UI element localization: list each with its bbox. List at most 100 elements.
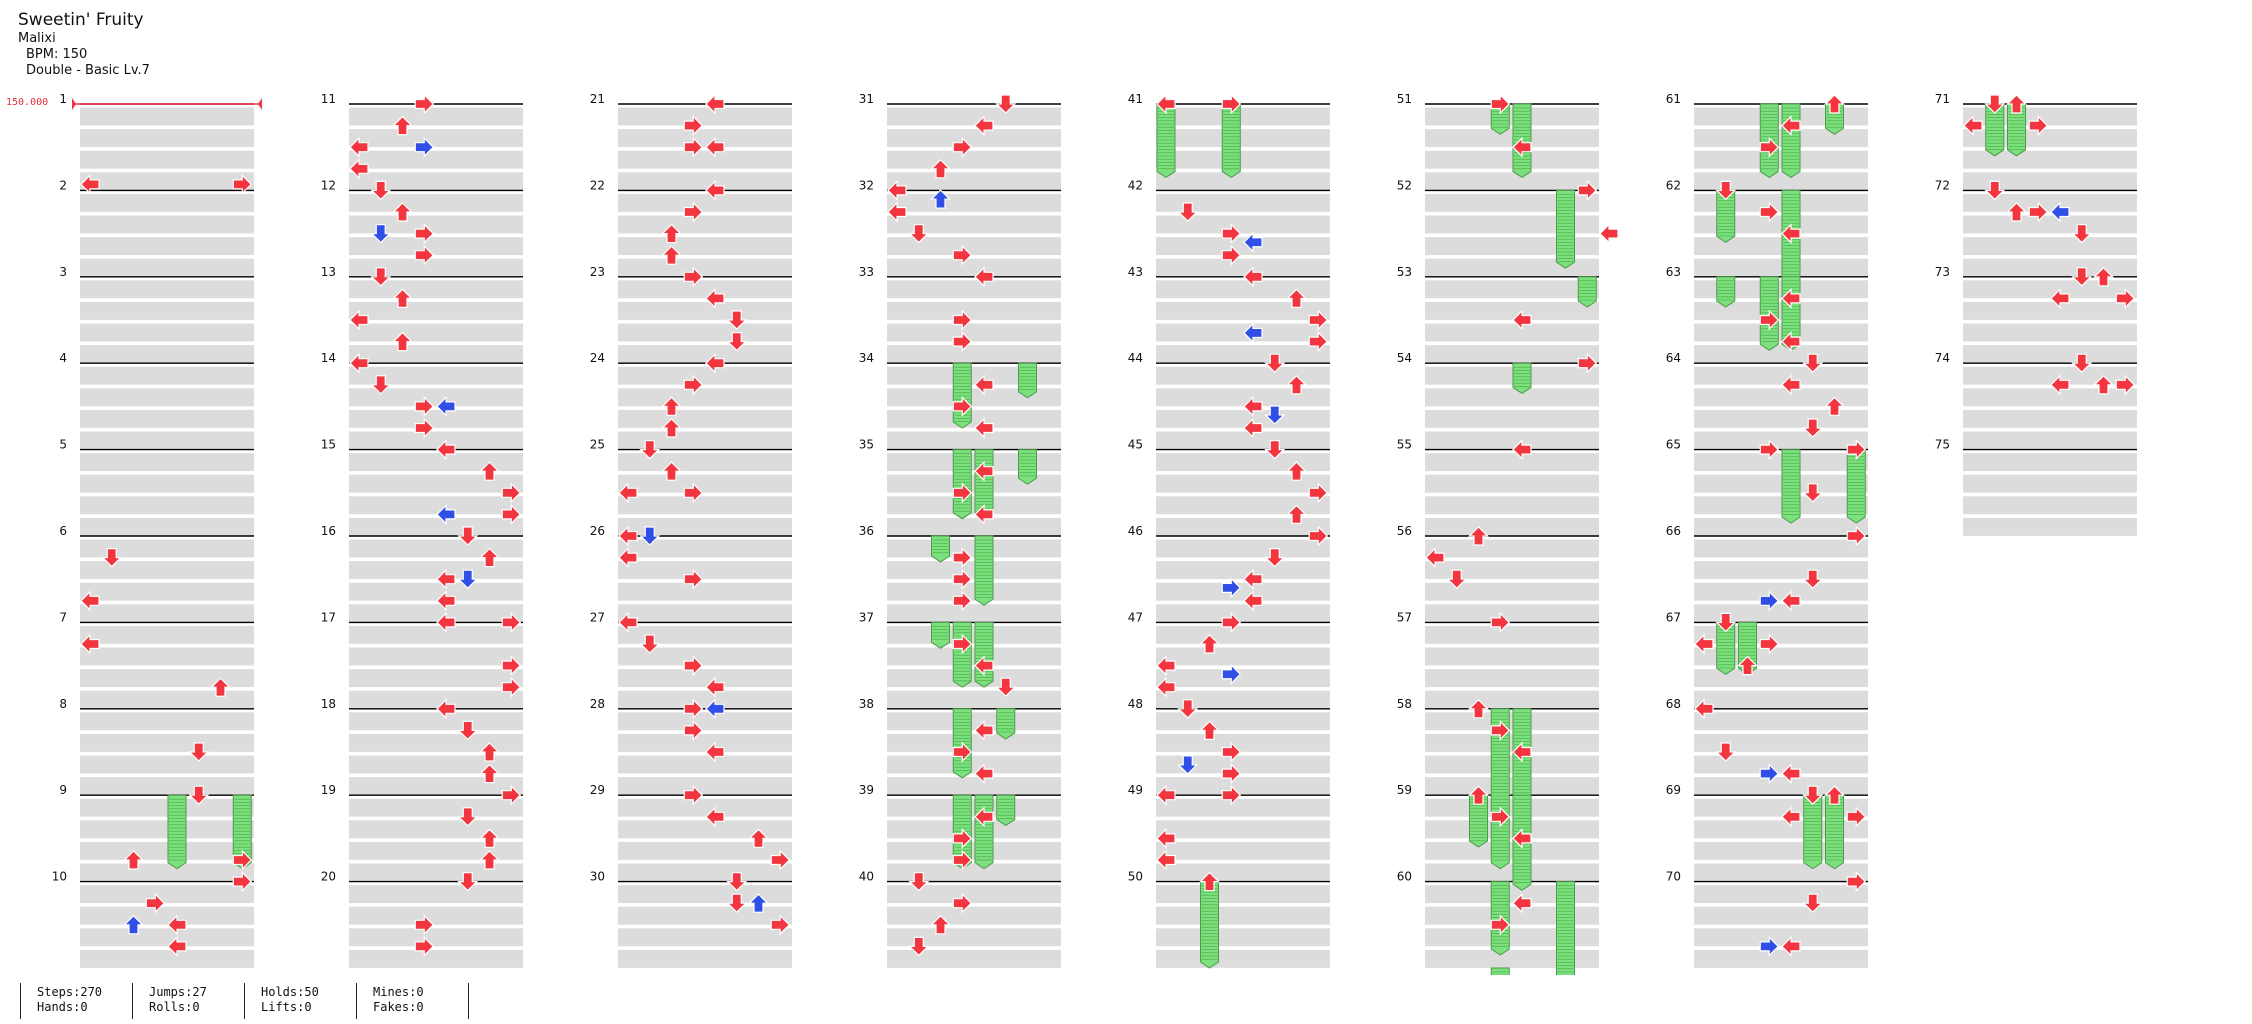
beat-band xyxy=(618,172,792,191)
beat-band xyxy=(618,496,792,515)
measure-number: 14 xyxy=(321,351,336,365)
beat-band xyxy=(1694,690,1868,709)
step-arrow xyxy=(501,611,522,633)
step-arrow xyxy=(1802,569,1824,590)
measure-number: 69 xyxy=(1666,783,1681,797)
beat-band xyxy=(1694,129,1868,148)
measure-number: 65 xyxy=(1666,438,1681,452)
step-arrow xyxy=(479,828,500,849)
measure-9: 9 xyxy=(59,783,254,882)
beat-band xyxy=(1694,604,1868,623)
beat-band xyxy=(887,193,1061,212)
measure-46: 46 xyxy=(1128,524,1330,623)
step-arrow xyxy=(683,655,704,677)
beat-band xyxy=(1425,193,1599,212)
beat-band xyxy=(618,129,792,148)
measure-74: 74 xyxy=(1935,351,2137,450)
stat-holds: Holds:50 xyxy=(261,985,319,999)
measure-36: 36 xyxy=(859,524,1061,623)
measure-number: 52 xyxy=(1397,178,1412,192)
measure-number: 34 xyxy=(859,351,874,365)
song-bpm: BPM: 150 xyxy=(26,47,88,62)
step-arrow xyxy=(618,525,638,547)
beat-band xyxy=(80,215,254,234)
step-arrow xyxy=(952,633,973,655)
beat-band xyxy=(1694,755,1868,774)
beat-band xyxy=(1156,345,1330,364)
measure-67: 67 xyxy=(1666,610,1868,709)
beat-band xyxy=(618,928,792,947)
beat-band xyxy=(1156,107,1330,126)
step-arrow xyxy=(1308,331,1329,353)
step-arrow xyxy=(974,115,994,137)
beat-band xyxy=(1425,841,1599,860)
beat-band xyxy=(1694,928,1868,947)
beat-band xyxy=(1694,906,1868,925)
measure-64: 64 xyxy=(1666,351,1868,450)
beat-band xyxy=(1425,863,1599,882)
step-arrow xyxy=(1512,741,1532,763)
hold-note xyxy=(1018,449,1037,485)
beat-band xyxy=(1425,669,1599,688)
measure-18: 18 xyxy=(321,697,523,796)
step-arrow xyxy=(1221,223,1242,245)
hold-note xyxy=(1490,967,1510,975)
step-arrow xyxy=(2006,202,2027,222)
beat-band xyxy=(80,193,254,212)
beat-band xyxy=(618,712,792,731)
measure-number: 53 xyxy=(1397,265,1412,279)
measure-25: 25 xyxy=(590,438,792,536)
beat-band xyxy=(1156,129,1330,148)
step-arrow xyxy=(1781,331,1801,353)
step-arrow xyxy=(1308,309,1329,331)
beat-band xyxy=(887,561,1061,580)
beat-band xyxy=(887,409,1061,428)
measure-number: 2 xyxy=(59,178,67,192)
beat-band xyxy=(1425,280,1599,299)
step-arrow xyxy=(2071,267,2093,287)
measure-number: 64 xyxy=(1666,351,1681,365)
step-arrow xyxy=(1221,93,1242,115)
measure-number: 71 xyxy=(1935,92,1950,106)
step-arrow xyxy=(952,547,973,569)
hold-note xyxy=(1200,881,1219,969)
stat-steps-group: Steps:270 Hands:0 xyxy=(21,983,133,1019)
beat-band xyxy=(1963,366,2137,385)
beat-band xyxy=(1156,863,1330,882)
measure-number: 60 xyxy=(1397,870,1412,884)
beat-band xyxy=(80,172,254,191)
measure-number: 3 xyxy=(59,265,67,279)
measure-5: 5 xyxy=(59,438,254,536)
beat-band xyxy=(618,215,792,234)
beat-band xyxy=(887,798,1061,817)
step-arrow xyxy=(414,244,435,266)
step-arrow xyxy=(210,677,231,697)
measure-number: 7 xyxy=(59,610,67,624)
beat-band xyxy=(618,561,792,580)
step-arrow xyxy=(726,871,748,892)
beat-band xyxy=(80,582,254,601)
measure-48: 48 xyxy=(1128,697,1330,796)
beat-band xyxy=(618,885,792,904)
step-arrow xyxy=(1490,611,1511,633)
beat-band xyxy=(1963,431,2137,450)
step-arrow xyxy=(392,202,413,222)
step-arrow xyxy=(683,568,704,590)
beat-band xyxy=(1425,129,1599,148)
beat-band xyxy=(1694,496,1868,515)
measure-1: 1 xyxy=(59,92,254,191)
beat-band xyxy=(1694,474,1868,493)
measure-47: 47 xyxy=(1128,610,1330,709)
beat-band xyxy=(349,129,523,148)
measure-number: 66 xyxy=(1666,524,1681,538)
beat-band xyxy=(1694,820,1868,839)
hold-note xyxy=(1781,449,1801,524)
stat-mines: Mines:0 xyxy=(373,985,424,999)
beat-band xyxy=(80,798,254,817)
step-arrow xyxy=(1264,440,1286,460)
step-arrow xyxy=(1577,179,1598,201)
stat-mines-group: Mines:0 Fakes:0 xyxy=(357,983,469,1019)
beat-band xyxy=(1156,712,1330,731)
step-arrow xyxy=(436,590,456,612)
step-arrow xyxy=(1308,482,1329,504)
